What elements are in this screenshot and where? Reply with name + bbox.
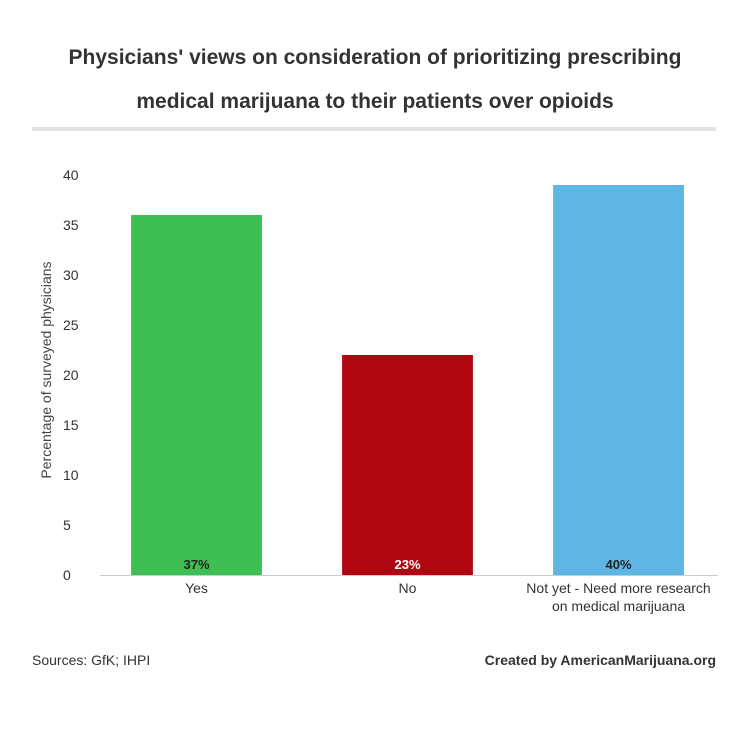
y-tick-label: 30 [63, 267, 79, 283]
source-note: Sources: GfK; IHPI [32, 652, 151, 668]
x-category-label: No [399, 580, 417, 596]
y-axis-ticks: 0 5 10 15 20 25 30 35 40 [63, 167, 79, 583]
data-label: 37% [183, 557, 209, 572]
bar-0 [131, 215, 262, 575]
x-category-label: Not yet - Need more research [526, 580, 710, 596]
data-label: 40% [605, 557, 631, 572]
credit-note: Created by AmericanMarijuana.org [484, 652, 716, 668]
bar-2 [553, 185, 684, 575]
y-tick-label: 40 [63, 167, 79, 183]
y-tick-label: 0 [63, 567, 71, 583]
y-tick-label: 15 [63, 417, 79, 433]
y-tick-label: 10 [63, 467, 79, 483]
bars: 37% 23% 40% [131, 185, 684, 575]
title-divider [32, 127, 716, 131]
x-axis-categories: Yes No Not yet - Need more research on medi… [185, 580, 711, 614]
y-tick-label: 20 [63, 367, 79, 383]
y-tick-label: 5 [63, 517, 71, 533]
y-tick-label: 35 [63, 217, 79, 233]
x-category-label: on medical marijuana [552, 598, 685, 614]
chart-title: Physicians' views on consideration of pr… [68, 46, 682, 113]
x-category-label: Yes [185, 580, 208, 596]
y-axis-label: Percentage of surveyed physicians [38, 261, 54, 478]
data-label: 23% [394, 557, 420, 572]
y-tick-label: 25 [63, 317, 79, 333]
bar-1 [342, 355, 473, 575]
